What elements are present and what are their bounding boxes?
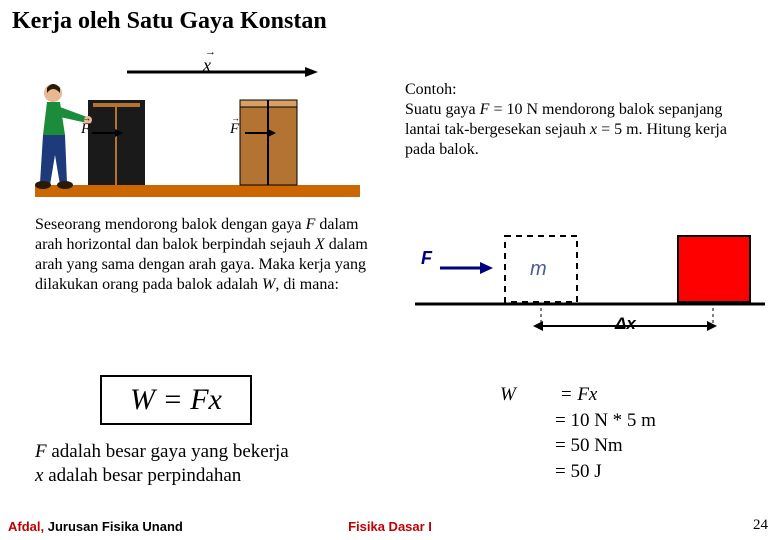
push-illustration: x→ F→ F→ bbox=[35, 55, 360, 200]
footer-author-affil: Jurusan Fisika Unand bbox=[44, 519, 183, 534]
page-title: Kerja oleh Satu Gaya Konstan bbox=[12, 8, 327, 35]
force-diagram: F m Δx bbox=[415, 228, 765, 348]
footer-page-number: 24 bbox=[753, 517, 768, 534]
calc-w: W bbox=[500, 382, 555, 408]
calculation-block: W = Fx = 10 N * 5 m = 50 Nm = 50 J bbox=[500, 382, 656, 485]
example-heading: Contoh: bbox=[405, 80, 760, 100]
example-block: Contoh: Suatu gaya F = 10 N mendorong ba… bbox=[405, 80, 760, 160]
diagram-f-label: F bbox=[421, 248, 432, 269]
formula-desc-line1: F adalah besar gaya yang bekerja bbox=[35, 440, 289, 464]
footer-author-name: Afdal, bbox=[8, 519, 44, 534]
x-vector-label: x→ bbox=[203, 55, 211, 76]
footer-author: Afdal, Jurusan Fisika Unand bbox=[8, 519, 183, 534]
f-vector-label-left: F→ bbox=[81, 121, 90, 138]
formula-desc-line2: x adalah besar perpindahan bbox=[35, 464, 289, 488]
example-body: Suatu gaya F = 10 N mendorong balok sepa… bbox=[405, 100, 760, 160]
formula-box: W = Fx bbox=[100, 375, 252, 425]
calc-line4: = 50 J bbox=[555, 461, 602, 482]
calc-line1: = Fx bbox=[560, 384, 598, 405]
f-vector-label-right: F→ bbox=[230, 121, 239, 138]
description-text: Seseorang mendorong balok dengan gaya F … bbox=[35, 215, 380, 295]
calc-line2: = 10 N * 5 m bbox=[555, 410, 656, 431]
footer-center: Fisika Dasar I bbox=[348, 519, 432, 534]
calc-line3: = 50 Nm bbox=[555, 435, 623, 456]
diagram-m-label: m bbox=[530, 258, 547, 281]
diagram-dx-label: Δx bbox=[615, 314, 636, 334]
formula-description: F adalah besar gaya yang bekerja x adala… bbox=[35, 440, 289, 488]
